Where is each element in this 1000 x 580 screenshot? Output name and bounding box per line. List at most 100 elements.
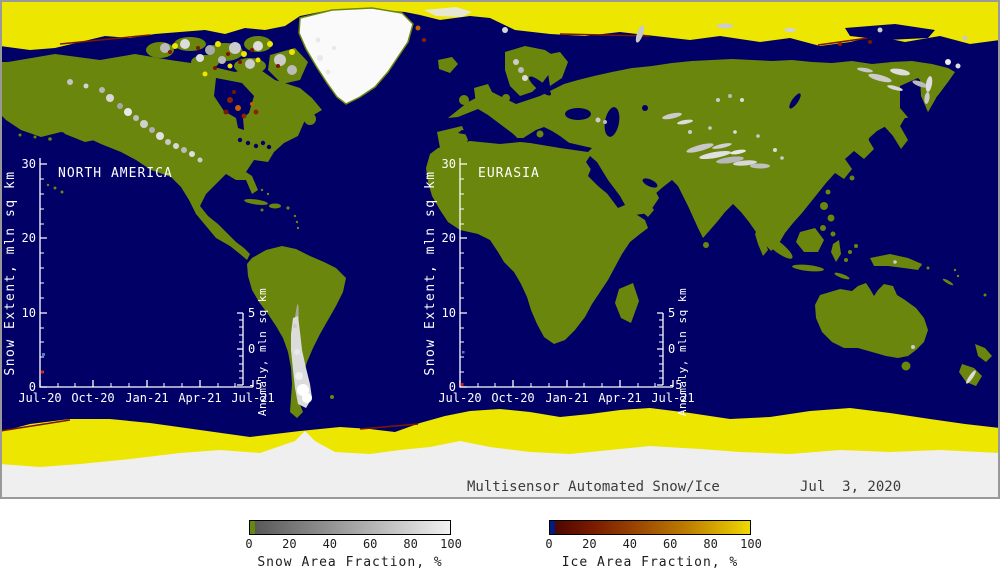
y-tick-label: 0	[449, 380, 456, 394]
central-asia-snow	[662, 94, 744, 125]
polar-island-snow	[502, 23, 968, 43]
y2-tick-label: 5	[248, 306, 255, 320]
philippines	[820, 202, 836, 237]
anomaly-point	[462, 351, 465, 354]
tick-label: 20	[582, 537, 597, 551]
scandinavia-snow	[513, 59, 528, 81]
map-title: Multisensor Automated Snow/Ice	[467, 479, 720, 495]
tasmania	[901, 361, 911, 371]
siberia-snow	[857, 59, 961, 104]
caribbean-islands	[244, 188, 300, 230]
baffin-bay-ice	[315, 37, 336, 75]
tick-label: 100	[740, 537, 762, 551]
finland	[545, 52, 568, 86]
x-tick-label: Oct-20	[71, 391, 114, 405]
tick-label: 20	[282, 537, 297, 551]
hawaiian-islands	[46, 183, 64, 194]
aral-sea	[642, 105, 648, 111]
inset-chart-eurasia: EURASIA Snow Extent, mln sq km Anomaly, …	[423, 157, 695, 416]
oceania-snow	[893, 260, 976, 384]
x-tick-label: Jan-21	[125, 391, 168, 405]
newfoundland	[304, 113, 316, 125]
partial-ice-speckles	[168, 25, 872, 119]
tick-label: 0	[545, 537, 553, 551]
chart-region-label: EURASIA	[478, 166, 540, 181]
persian-gulf	[642, 178, 658, 188]
tick-label: 80	[403, 537, 418, 551]
tick-label: 60	[362, 537, 378, 551]
falkland-islands	[330, 395, 334, 399]
great-lakes	[237, 137, 272, 150]
y2-tick-label: -5	[668, 378, 682, 392]
antarctic-ice-edge-melt	[0, 419, 419, 432]
y-tick-label: 10	[442, 306, 456, 320]
red-sea	[586, 156, 625, 208]
ice-fraction-caption: Ice Area Fraction, %	[561, 555, 739, 570]
chart-region-label: NORTH AMERICA	[58, 166, 173, 181]
y2-tick-label: 0	[248, 342, 255, 356]
y2-axis-label: Anomaly, mln sq km	[256, 288, 269, 416]
tick-label: 0	[245, 537, 253, 551]
ireland	[459, 95, 469, 105]
indonesia	[763, 228, 858, 280]
map-frame	[0, 0, 1000, 499]
ice-fraction-legend: 0 20 40 60 80 100 Ice Area Fraction, %	[545, 520, 762, 570]
tick-label: 100	[440, 537, 462, 551]
pacific-islands	[918, 263, 987, 297]
legend-area: 0 20 40 60 80 100 Snow Area Fraction, % …	[0, 499, 1000, 580]
major-ticks	[459, 163, 674, 388]
arctic-sea-ice	[0, 0, 1000, 50]
new-zealand-north	[975, 344, 992, 362]
y-tick-label: 20	[22, 231, 36, 245]
x-tick-label: Jul-21	[651, 391, 694, 405]
andes-patagonia-snow	[291, 304, 312, 408]
greenland-snow	[298, 7, 414, 105]
y-tick-label: 10	[22, 306, 36, 320]
eurasia-mainland	[448, 59, 955, 251]
taiwan	[849, 175, 855, 181]
x-tick-label: Apr-21	[598, 391, 641, 405]
snow-fraction-legend: 0 20 40 60 80 100 Snow Area Fraction, %	[245, 520, 462, 570]
snow-fraction-colorbar	[249, 520, 451, 535]
madagascar	[615, 283, 639, 323]
arctic-cloud-wisp	[424, 7, 472, 17]
ice-fraction-ticks: 0 20 40 60 80 100	[545, 537, 761, 552]
australia	[815, 283, 928, 358]
korea	[860, 128, 870, 144]
minor-ticks	[460, 178, 663, 387]
inset-chart-north-america: NORTH AMERICA Snow Extent, mln sq km Ano…	[3, 157, 275, 416]
tick-label: 40	[322, 537, 338, 551]
western-cordillera-snow	[67, 79, 203, 163]
caucasus-snow	[595, 117, 607, 124]
y-axis-label: Snow Extent, mln sq km	[423, 170, 438, 375]
mediterranean-sea	[458, 130, 592, 152]
sri-lanka	[703, 242, 709, 248]
y-tick-label: 30	[442, 157, 456, 171]
snow-fraction-ticks: 0 20 40 60 80 100	[245, 537, 461, 552]
inland-seas	[214, 76, 930, 208]
iceland	[438, 57, 458, 73]
aleutian-islands	[18, 133, 52, 141]
tick-label: 40	[622, 537, 638, 551]
lake-baikal	[789, 93, 801, 109]
map-date: Jul 3, 2020	[800, 479, 901, 495]
ice-fraction-colorbar	[549, 520, 751, 535]
arctic-open-water-lead	[845, 24, 935, 40]
arctic-islands-snow	[160, 39, 297, 75]
black-sea	[565, 108, 591, 120]
x-tick-label: Jul-20	[438, 391, 481, 405]
caspian-sea	[604, 107, 620, 137]
tibet-himalaya-snow	[686, 126, 784, 169]
africa	[426, 141, 648, 344]
snow-fraction-caption: Snow Area Fraction, %	[257, 555, 443, 570]
scandinavia	[505, 46, 557, 96]
greece	[536, 130, 544, 138]
x-tick-label: Oct-20	[491, 391, 534, 405]
y-tick-label: 30	[22, 157, 36, 171]
snow-extent-point	[460, 383, 464, 386]
snow-ice-map-panel: NORTH AMERICA Snow Extent, mln sq km Ano…	[0, 0, 1000, 499]
y2-axis-label: Anomaly, mln sq km	[676, 288, 689, 416]
x-tick-label: Jul-20	[18, 391, 61, 405]
tick-label: 80	[703, 537, 718, 551]
y-tick-label: 20	[442, 231, 456, 245]
